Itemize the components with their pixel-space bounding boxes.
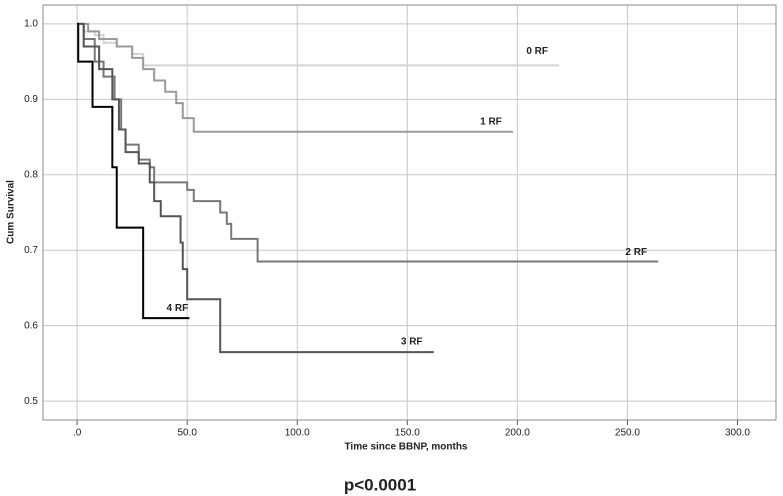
survival-curve bbox=[77, 22, 190, 320]
series-label: 4 RF bbox=[167, 303, 189, 314]
x-tick-label: 250.0 bbox=[615, 428, 640, 439]
series-label: 3 RF bbox=[401, 337, 423, 348]
x-tick-label: 100.0 bbox=[285, 428, 310, 439]
x-tick-label: .0 bbox=[73, 428, 82, 439]
series-label: 2 RF bbox=[625, 247, 647, 258]
x-axis-title: Time since BBNP, months bbox=[345, 442, 468, 453]
y-axis-title: Cum Survival bbox=[6, 180, 17, 244]
x-tick-label: 300.0 bbox=[725, 428, 750, 439]
y-tick-label: 1.0 bbox=[24, 19, 38, 30]
y-tick-label: 0.9 bbox=[24, 94, 38, 105]
y-tick-label: 0.7 bbox=[24, 245, 38, 256]
p-value: p<0.0001 bbox=[344, 475, 416, 494]
x-tick-label: 200.0 bbox=[505, 428, 530, 439]
plot-frame bbox=[42, 4, 777, 421]
survival-curve bbox=[77, 22, 560, 67]
y-tick-label: 0.8 bbox=[24, 169, 38, 180]
x-tick-label: 50.0 bbox=[177, 428, 197, 439]
survival-curve bbox=[77, 22, 659, 263]
y-tick-label: 0.5 bbox=[24, 396, 38, 407]
series-label: 1 RF bbox=[480, 116, 502, 127]
survival-curve bbox=[77, 22, 513, 133]
y-tick-label: 0.6 bbox=[24, 320, 38, 331]
x-tick-label: 150.0 bbox=[395, 428, 420, 439]
series-label: 0 RF bbox=[526, 46, 548, 57]
survival-curve bbox=[77, 22, 434, 354]
